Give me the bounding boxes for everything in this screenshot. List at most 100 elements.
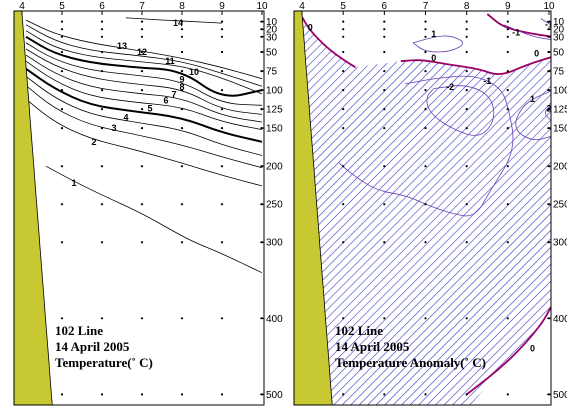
- y-tick-label: 100: [553, 86, 567, 97]
- sample-point: [140, 28, 144, 31]
- sample-point: [383, 35, 386, 38]
- sample-point: [424, 317, 427, 320]
- sample-point: [342, 317, 345, 320]
- sample-point: [100, 165, 104, 168]
- y-tick-label: 200: [266, 162, 283, 173]
- sample-point: [60, 89, 64, 92]
- sample-point: [60, 127, 64, 130]
- sample-point: [465, 165, 468, 168]
- contour-minus-1: [540, 18, 551, 26]
- contour-2: [545, 105, 551, 121]
- sample-point: [140, 89, 144, 92]
- contour-6: [25, 60, 263, 130]
- sample-point: [140, 20, 144, 23]
- sample-point: [180, 165, 184, 168]
- sample-point: [180, 70, 184, 73]
- contour-label: 10: [189, 67, 199, 77]
- contour-label: -1: [512, 27, 520, 37]
- sample-point: [424, 70, 427, 73]
- y-tick-label: 100: [266, 86, 283, 97]
- sample-point: [383, 50, 386, 54]
- sample-point: [180, 393, 184, 396]
- contour-minus-1: [338, 75, 514, 217]
- sample-point: [100, 28, 104, 31]
- sample-point: [60, 165, 64, 168]
- contour-7: [25, 54, 263, 123]
- sample-point: [60, 393, 64, 396]
- sample-point: [140, 108, 144, 111]
- panel-title-line: 102 Line: [335, 323, 383, 338]
- sample-point: [506, 393, 509, 396]
- sample-point: [465, 393, 468, 396]
- y-tick-label: 150: [553, 124, 567, 135]
- contour-label: 6: [163, 96, 168, 106]
- contour-0: [301, 16, 356, 69]
- sample-point: [424, 203, 427, 206]
- sample-point: [342, 28, 345, 31]
- y-tick-label: 300: [266, 238, 283, 249]
- sample-point: [60, 20, 64, 23]
- sample-point: [100, 241, 104, 244]
- x-tick-label: 7: [139, 1, 145, 12]
- x-tick-label: 10: [543, 1, 555, 12]
- sample-point: [220, 20, 224, 23]
- contour-label: -2: [446, 82, 454, 92]
- sample-point: [140, 50, 144, 54]
- sample-point: [383, 108, 386, 111]
- sample-point: [220, 50, 224, 54]
- sample-point: [424, 127, 427, 130]
- contour-label: 0: [431, 53, 436, 63]
- sample-point: [383, 89, 386, 92]
- sample-point: [100, 89, 104, 92]
- sample-point: [465, 317, 468, 320]
- sample-point: [60, 35, 64, 38]
- x-tick-label: 5: [340, 1, 346, 12]
- contour-label: -1: [483, 76, 491, 86]
- sample-point: [465, 20, 468, 23]
- sample-point: [424, 241, 427, 244]
- contour-3: [25, 85, 263, 169]
- sample-point: [506, 317, 509, 320]
- x-tick-label: 4: [19, 1, 25, 12]
- sample-point: [140, 241, 144, 244]
- x-tick-label: 4: [299, 1, 305, 12]
- y-tick-label: 50: [266, 48, 278, 59]
- sample-point: [220, 108, 224, 111]
- y-tick-label: 20: [266, 25, 278, 36]
- sample-point: [424, 108, 427, 111]
- sample-point: [180, 317, 184, 320]
- contour-0: [466, 305, 551, 396]
- y-tick-label: 250: [266, 200, 283, 211]
- y-tick-label: 20: [553, 25, 565, 36]
- y-tick-label: 250: [553, 200, 567, 211]
- y-tick-label: 125: [266, 105, 283, 116]
- sample-point: [383, 127, 386, 130]
- sample-point: [465, 28, 468, 31]
- sample-point: [342, 165, 345, 168]
- sample-point: [424, 393, 427, 396]
- sample-point: [506, 127, 509, 130]
- y-tick-label: 150: [266, 124, 283, 135]
- contour-13: [25, 19, 263, 80]
- sample-point: [180, 203, 184, 206]
- sample-point: [220, 203, 224, 206]
- sample-point: [220, 317, 224, 320]
- sample-point: [180, 89, 184, 92]
- panel-title-line: 14 April 2005: [335, 339, 410, 354]
- sample-point: [342, 89, 345, 92]
- sample-point: [465, 89, 468, 92]
- sample-point: [60, 28, 64, 31]
- sample-point: [424, 50, 427, 54]
- sample-point: [465, 203, 468, 206]
- y-tick-label: 300: [553, 238, 567, 249]
- y-tick-label: 50: [553, 48, 565, 59]
- positive-anomaly-region: [470, 311, 551, 405]
- contour-14: [125, 17, 223, 24]
- x-tick-label: 9: [219, 1, 225, 12]
- sample-point: [140, 203, 144, 206]
- contour-label: 1: [71, 178, 76, 188]
- contour-label: 1: [431, 29, 436, 39]
- x-tick-label: 8: [464, 1, 470, 12]
